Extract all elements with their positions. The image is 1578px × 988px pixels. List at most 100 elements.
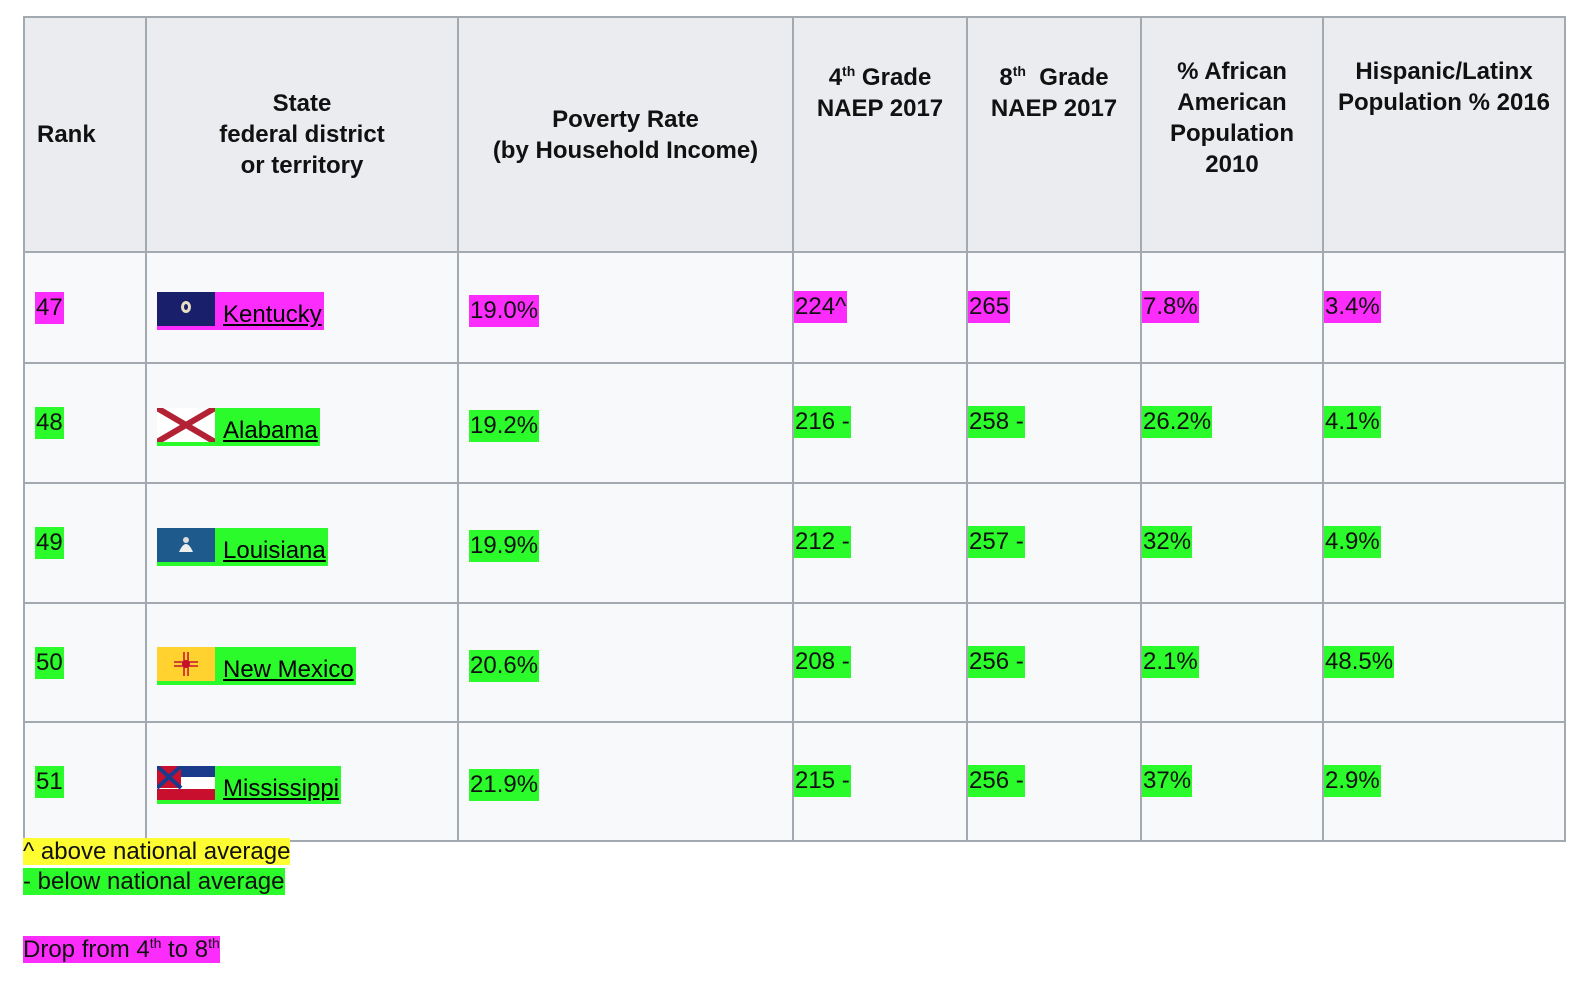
header-text: Hispanic/Latinx [1355,58,1533,85]
legend-drop: Drop from 4th to 8th [23,928,220,965]
poverty-cell: 19.0% [457,251,794,364]
g4-cell: 212 - [792,482,968,604]
poverty-cell: 19.9% [457,482,794,604]
header-text: or territory [240,152,364,179]
legend-above: ^ above national average [23,838,291,865]
g4-value: 212 - [794,526,851,558]
poverty-value: 19.2% [469,410,540,442]
hisp-value: 4.1% [1324,406,1381,438]
header-row: Rank State federal district or territory P… [23,16,1566,253]
superscript: th [208,935,220,951]
header-grade8: 8th Grade NAEP 2017 [966,16,1142,253]
state-link[interactable]: Louisiana [223,536,326,564]
superscript: th [842,63,856,79]
g8-cell: 257 - [966,482,1142,604]
legend: ^ above national average - below nationa… [23,837,291,897]
poverty-cell: 20.6% [457,602,794,723]
g8-cell: 265 [966,251,1142,364]
header-text: % African [1177,58,1287,85]
aa-value: 26.2% [1142,406,1213,438]
louisiana-flag-icon [157,527,215,566]
g4-cell: 224^ [792,251,968,364]
table-row: 50 New Mexico 20.6% 208 - 256 - 2.1% 48.5% [23,602,1566,723]
g4-value: 216 - [794,406,851,438]
g4-value: 224^ [794,290,848,323]
hisp-value: 3.4% [1324,290,1381,323]
hisp-cell: 4.1% [1322,362,1566,484]
state-link[interactable]: Mississippi [223,775,340,802]
hisp-value: 4.9% [1324,526,1381,558]
aa-cell: 2.1% [1140,602,1324,723]
new-mexico-flag-icon [157,647,215,685]
aa-cell: 32% [1140,482,1324,604]
hisp-value: 2.9% [1324,764,1381,797]
legend-text: Drop from 4 [23,936,150,963]
state-cell: Alabama [145,362,459,484]
rank-cell: 48 [23,362,147,484]
header-text: federal district [219,121,385,148]
state-badge: Louisiana [157,527,328,566]
g8-value: 258 - [968,406,1025,438]
g8-cell: 256 - [966,602,1142,723]
rank-cell: 49 [23,482,147,604]
g8-value: 257 - [968,526,1025,558]
hisp-cell: 4.9% [1322,482,1566,604]
header-african-american: % African American Population 2010 [1140,16,1324,253]
mississippi-flag-icon [157,766,215,804]
state-ranking-table: Rank State federal district or territory P… [23,16,1566,842]
legend-drop-text: Drop from 4th to 8th [23,935,220,963]
header-text: 2010 [1205,151,1259,178]
legend-text: to 8 [161,936,209,963]
state-cell: Kentucky [145,251,459,364]
rank-cell: 47 [23,251,147,364]
state-link[interactable]: Kentucky [223,301,322,328]
state-badge: Kentucky [157,292,324,330]
rank-cell: 51 [23,721,147,842]
g8-value: 256 - [968,764,1025,797]
poverty-value: 20.6% [469,649,540,682]
header-text: (by Household Income) [492,136,759,164]
table-row: 48 Alabama 19.2% 216 - 258 - 26.2% 4.1% [23,362,1566,484]
aa-value: 7.8% [1142,290,1199,323]
rank-value: 51 [35,765,64,798]
table-row: 51 Mississippi 21.9% 215 - 256 - 37% 2.9% [23,721,1566,842]
poverty-value: 21.9% [469,768,540,801]
aa-value: 32% [1142,526,1193,558]
rank-value: 48 [35,407,64,439]
state-cell: Louisiana [145,482,459,604]
poverty-cell: 19.2% [457,362,794,484]
state-link[interactable]: Alabama [223,416,318,444]
hisp-cell: 48.5% [1322,602,1566,723]
legend-below: - below national average [23,868,285,895]
g8-cell: 256 - [966,721,1142,842]
rank-cell: 50 [23,602,147,723]
header-text: 4 [828,64,843,91]
header-poverty: Poverty Rate (by Household Income) [457,16,794,253]
header-hispanic: Hispanic/Latinx Population % 2016 [1322,16,1566,253]
state-badge: Alabama [157,407,320,446]
header-text: Poverty Rate [552,105,699,133]
poverty-cell: 21.9% [457,721,794,842]
rank-value: 47 [35,291,64,324]
aa-cell: 7.8% [1140,251,1324,364]
kentucky-flag-icon [157,292,215,330]
poverty-value: 19.9% [469,530,540,562]
header-text: Population [1170,120,1294,147]
hisp-value: 48.5% [1324,645,1395,678]
header-text: 8 [999,64,1013,91]
aa-cell: 26.2% [1140,362,1324,484]
rank-value: 50 [35,646,64,679]
state-link[interactable]: New Mexico [223,656,354,683]
header-text: American [1177,89,1287,116]
hisp-cell: 3.4% [1322,251,1566,364]
header-text: Grade [855,64,932,91]
state-badge: Mississippi [157,766,342,804]
aa-value: 37% [1142,764,1193,797]
header-state: State federal district or territory [145,16,459,253]
g4-cell: 216 - [792,362,968,484]
header-rank: Rank [23,16,147,253]
g8-value: 256 - [968,645,1025,678]
superscript: th [1012,63,1026,79]
state-cell: New Mexico [145,602,459,723]
header-text: NAEP 2017 [816,95,944,122]
